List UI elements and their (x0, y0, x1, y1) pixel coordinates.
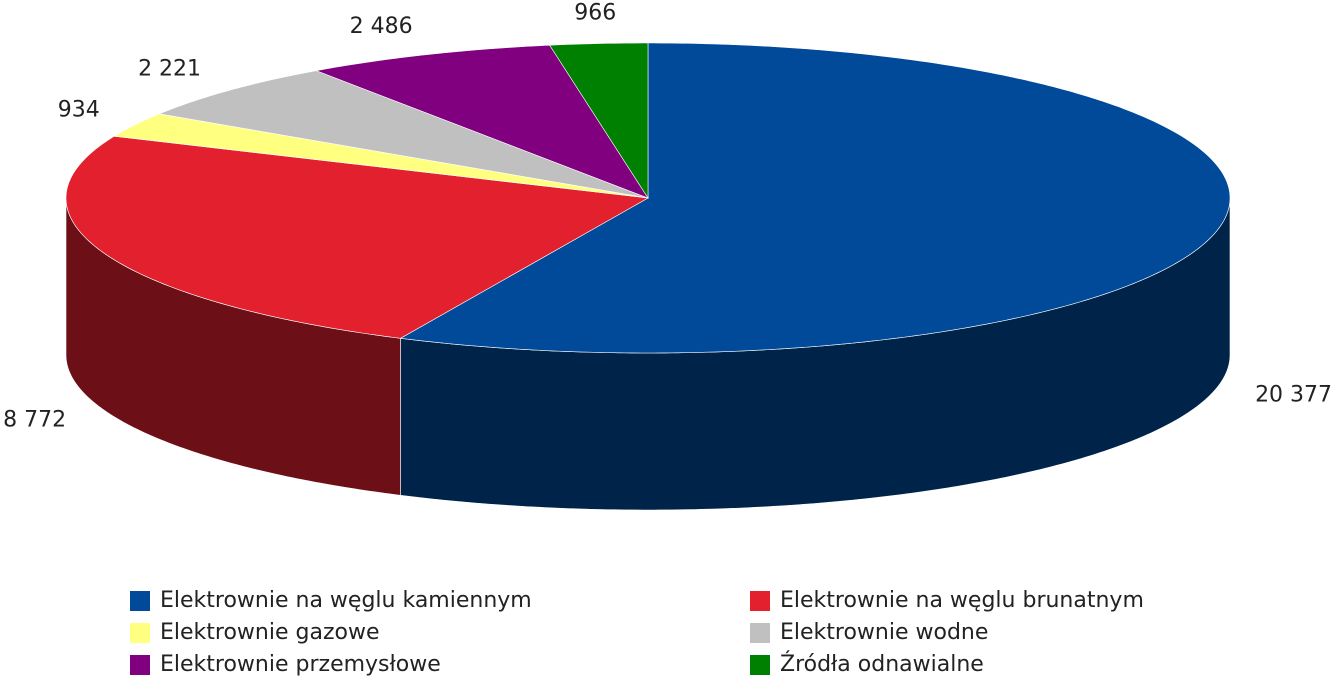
legend-swatch (130, 655, 150, 675)
slice (549, 42, 649, 200)
slice (65, 135, 649, 339)
data-label: 2 221 (138, 56, 201, 81)
legend-swatch (130, 591, 150, 611)
legend-label: Elektrownie na węglu brunatnym (780, 588, 1144, 613)
data-label: 8 772 (3, 407, 66, 432)
legend-label: Elektrownie wodne (780, 620, 988, 645)
legend-swatch (130, 623, 150, 643)
data-label: 934 (58, 98, 100, 123)
legend-swatch (750, 623, 770, 643)
legend-label: Elektrownie gazowe (160, 620, 380, 645)
data-label: 2 486 (350, 14, 413, 39)
slice (399, 42, 1231, 354)
slice (315, 44, 649, 199)
data-label: 20 377 (1255, 382, 1332, 407)
data-label: 966 (574, 1, 616, 26)
legend-label: Elektrownie na węglu kamiennym (160, 588, 532, 613)
legend-swatch (750, 591, 770, 611)
slice (113, 113, 649, 199)
slice (158, 70, 649, 199)
legend-label: Elektrownie przemysłowe (160, 652, 441, 677)
legend-label: Źródła odnawialne (780, 651, 984, 677)
legend-swatch (750, 655, 770, 675)
